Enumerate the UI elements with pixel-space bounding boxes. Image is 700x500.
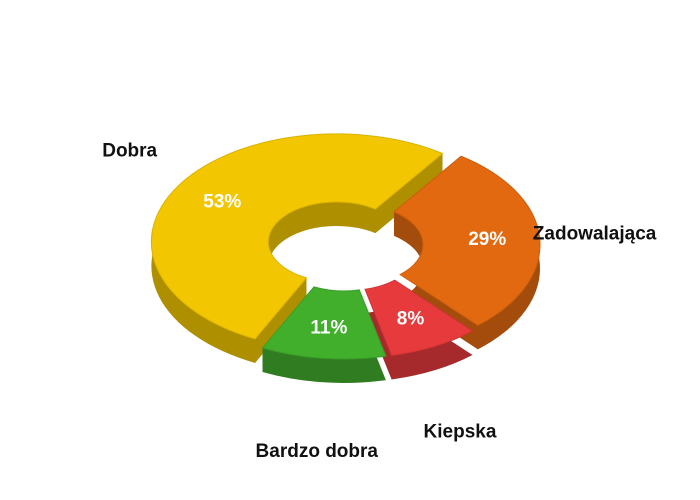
category-label: Kiepska: [424, 421, 497, 442]
slice: [364, 279, 474, 357]
category-label: Zadowalająca: [533, 223, 657, 244]
slice: [150, 133, 444, 340]
value-label: 29%: [468, 229, 506, 250]
value-label: 8%: [397, 309, 425, 330]
value-label: 11%: [310, 317, 347, 338]
slice-tops: [150, 133, 541, 360]
slice: [261, 286, 387, 360]
labels: 53% Dobra 29% Zadowalająca 8% Kiepska 11% Bardz…: [102, 141, 657, 462]
category-label: Dobra: [102, 141, 157, 162]
value-label: 53%: [203, 191, 241, 212]
slice: [393, 155, 541, 326]
category-label: Bardzo dobra: [256, 441, 379, 462]
